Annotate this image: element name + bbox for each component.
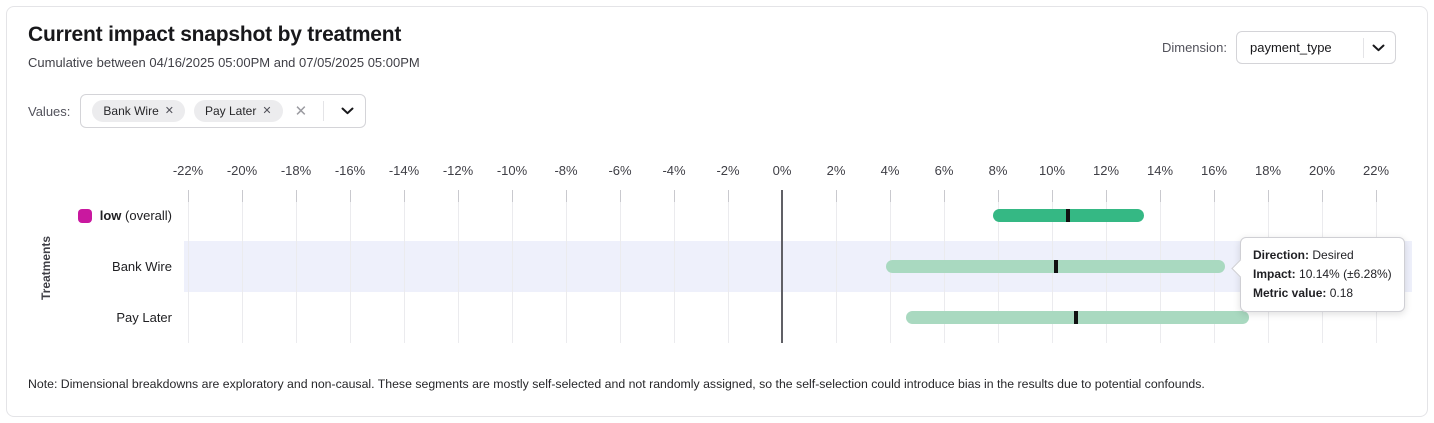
values-label: Values: xyxy=(28,103,71,119)
x-tick-label: -12% xyxy=(442,163,474,178)
x-tick-label: -20% xyxy=(226,163,258,178)
dimension-control: Dimension: payment_type xyxy=(1162,31,1396,64)
x-tick-label: -16% xyxy=(334,163,366,178)
impact-point-marker xyxy=(1074,311,1079,324)
chip-label: Pay Later xyxy=(204,104,257,118)
axis-tickmark xyxy=(296,190,297,202)
date-range-subtitle: Cumulative between 04/16/2025 05:00PM an… xyxy=(28,55,420,70)
filter-chip-pay-later[interactable]: Pay Later ✕ xyxy=(193,100,283,122)
axis-tickmark xyxy=(890,190,891,202)
gridline xyxy=(728,190,729,343)
row-label: Pay Later xyxy=(116,310,172,325)
x-tick-label: 12% xyxy=(1092,163,1120,178)
axis-tickmark xyxy=(566,190,567,202)
axis-tickmark xyxy=(350,190,351,202)
axis-tickmark xyxy=(620,190,621,202)
x-tick-label: 20% xyxy=(1308,163,1336,178)
impact-point-marker xyxy=(1053,260,1058,273)
gridline xyxy=(242,190,243,343)
axis-tickmark xyxy=(512,190,513,202)
gridline xyxy=(512,190,513,343)
axis-tickmark xyxy=(188,190,189,202)
x-tick-label: 2% xyxy=(826,163,846,178)
x-tick-label: 8% xyxy=(988,163,1008,178)
x-tick-label: 18% xyxy=(1254,163,1282,178)
tooltip-impact-line: Impact: 10.14% (±6.28%) xyxy=(1253,266,1392,281)
clear-all-icon[interactable]: ✕ xyxy=(294,102,308,120)
x-tick-label: -6% xyxy=(608,163,632,178)
select-divider xyxy=(323,101,325,121)
zero-baseline xyxy=(781,190,783,343)
values-filter: Values: Bank Wire ✕ Pay Later ✕ ✕ xyxy=(28,94,367,128)
axis-tickmark xyxy=(1376,190,1377,202)
values-multiselect[interactable]: Bank Wire ✕ Pay Later ✕ ✕ xyxy=(80,94,367,128)
axis-tickmark xyxy=(458,190,459,202)
dimension-selected-value: payment_type xyxy=(1250,40,1332,55)
dimension-select[interactable]: payment_type xyxy=(1236,31,1396,64)
gridline xyxy=(566,190,567,343)
gridline xyxy=(296,190,297,343)
gridline xyxy=(836,190,837,343)
row-label: Bank Wire xyxy=(112,259,172,274)
x-tick-label: 22% xyxy=(1362,163,1390,178)
tooltip: Direction: Desired Impact: 10.14% (±6.28… xyxy=(1240,237,1405,312)
impact-point-marker xyxy=(1066,209,1071,222)
filter-chip-bank-wire[interactable]: Bank Wire ✕ xyxy=(92,100,185,122)
gridline xyxy=(188,190,189,343)
gridline xyxy=(350,190,351,343)
gridline xyxy=(620,190,621,343)
dimension-label: Dimension: xyxy=(1161,40,1227,55)
gridline xyxy=(674,190,675,343)
x-tick-label: 14% xyxy=(1146,163,1174,178)
x-tick-label: -14% xyxy=(388,163,420,178)
chip-remove-icon[interactable]: ✕ xyxy=(262,104,272,117)
axis-tickmark xyxy=(1214,190,1215,202)
axis-tickmark xyxy=(728,190,729,202)
x-tick-label: 16% xyxy=(1200,163,1228,178)
x-tick-label: -4% xyxy=(662,163,686,178)
axis-tickmark xyxy=(944,190,945,202)
row-label-text: low (overall) xyxy=(99,208,172,223)
chip-label: Bank Wire xyxy=(103,104,159,118)
x-tick-label: -22% xyxy=(172,163,204,178)
axis-tickmark xyxy=(404,190,405,202)
axis-tickmark xyxy=(674,190,675,202)
x-tick-label: -8% xyxy=(554,163,578,178)
axis-tickmark xyxy=(1322,190,1323,202)
card-background xyxy=(6,6,1428,417)
axis-tickmark xyxy=(1268,190,1269,202)
axis-tickmark xyxy=(1160,190,1161,202)
legend-swatch xyxy=(77,208,92,223)
gridline xyxy=(404,190,405,343)
chip-remove-icon[interactable]: ✕ xyxy=(164,104,174,117)
gridline xyxy=(458,190,459,343)
row-label: low (overall) xyxy=(0,190,172,241)
x-tick-label: 10% xyxy=(1038,163,1066,178)
tooltip-direction-line: Direction: Desired xyxy=(1253,248,1354,262)
select-divider xyxy=(1363,37,1364,58)
x-tick-label: 4% xyxy=(880,163,900,178)
x-tick-label: -18% xyxy=(280,163,312,178)
axis-tickmark xyxy=(836,190,837,202)
x-tick-label: 6% xyxy=(934,163,954,178)
page-title: Current impact snapshot by treatment xyxy=(28,23,402,46)
axis-tickmark xyxy=(998,190,999,202)
x-tick-label: -10% xyxy=(496,163,528,178)
x-tick-label: -2% xyxy=(716,163,740,178)
axis-tickmark xyxy=(1106,190,1107,202)
axis-tickmark xyxy=(1052,190,1053,202)
chevron-down-icon[interactable] xyxy=(341,107,354,115)
x-tick-label: 0% xyxy=(772,163,792,178)
axis-tickmark xyxy=(242,190,243,202)
footnote: Note: Dimensional breakdowns are explora… xyxy=(28,377,1205,391)
chevron-down-icon[interactable] xyxy=(1372,44,1385,52)
tooltip-metric-line: Metric value: 0.18 xyxy=(1253,285,1354,300)
highlighted-row-band xyxy=(184,241,1412,292)
